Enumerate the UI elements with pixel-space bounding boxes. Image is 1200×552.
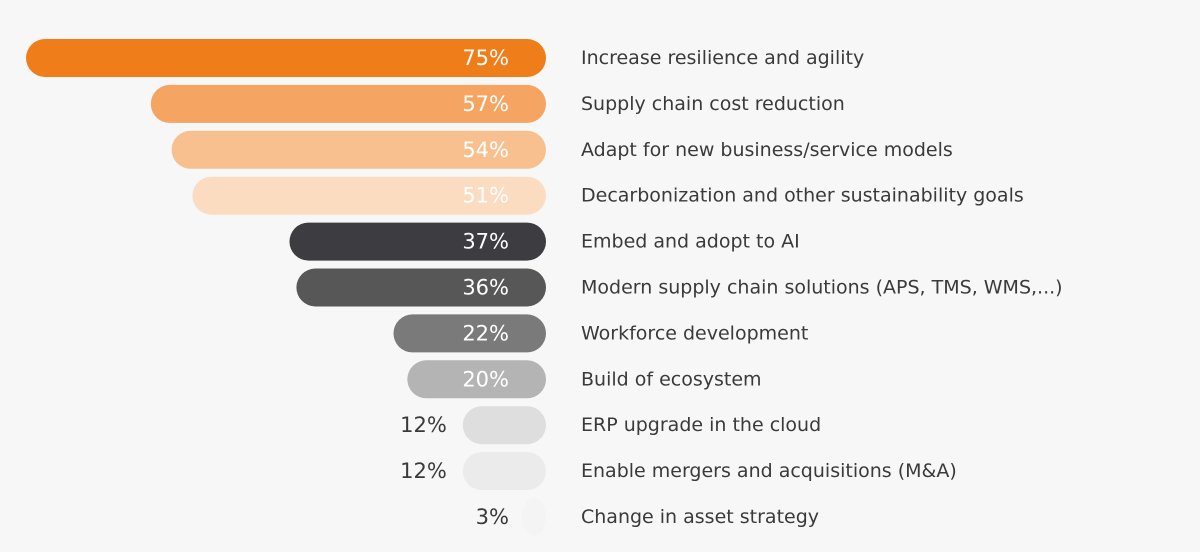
value-label-2: 57% xyxy=(462,92,509,116)
value-label-7: 22% xyxy=(462,321,509,345)
value-label-9: 12% xyxy=(400,413,447,437)
bar-5 xyxy=(289,222,546,261)
category-label-9: ERP upgrade in the cloud xyxy=(581,414,821,436)
category-label-5: Embed and adopt to AI xyxy=(581,231,800,253)
bar-1 xyxy=(26,39,546,77)
category-label-4: Decarbonization and other sustainability… xyxy=(581,185,1024,207)
bar-11 xyxy=(522,498,546,536)
value-label-4: 51% xyxy=(462,184,509,208)
value-label-1: 75% xyxy=(462,46,509,70)
category-label-1: Increase resilience and agility xyxy=(581,47,864,69)
bar-2 xyxy=(150,84,547,123)
bar-9 xyxy=(462,406,546,445)
value-labels-group: 75% 57% 54% 51% 37% 36% 22% 20% 12% 12% 3% xyxy=(400,46,509,529)
value-label-3: 54% xyxy=(462,138,509,162)
category-label-11: Change in asset strategy xyxy=(581,506,819,528)
category-label-10: Enable mergers and acquisitions (M&A) xyxy=(581,460,957,482)
category-label-8: Build of ecosystem xyxy=(581,368,762,390)
bar-10 xyxy=(462,452,546,491)
value-label-10: 12% xyxy=(400,459,447,483)
category-label-7: Workforce development xyxy=(581,322,808,344)
value-label-5: 37% xyxy=(462,230,509,254)
bars-group xyxy=(26,39,547,536)
bar-8 xyxy=(407,360,546,399)
value-label-6: 36% xyxy=(462,276,509,300)
category-label-6: Modern supply chain solutions (APS, TMS,… xyxy=(581,277,1063,299)
bar-6 xyxy=(296,268,546,307)
bar-7 xyxy=(393,314,546,353)
category-labels-group: Increase resilience and agility Supply ch… xyxy=(581,47,1063,528)
value-label-11: 3% xyxy=(476,505,509,529)
value-label-8: 20% xyxy=(462,367,509,391)
category-label-3: Adapt for new business/service models xyxy=(581,139,953,161)
category-label-2: Supply chain cost reduction xyxy=(581,93,845,115)
bar-3 xyxy=(171,130,546,169)
bar-4 xyxy=(192,176,546,215)
